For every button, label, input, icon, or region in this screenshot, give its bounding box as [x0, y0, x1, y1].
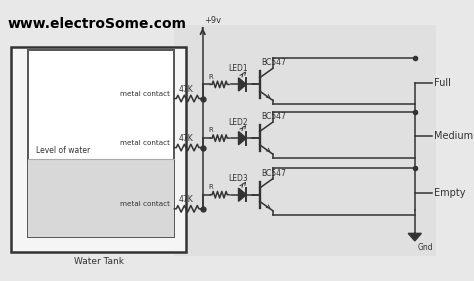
Text: 47K: 47K [178, 134, 193, 143]
Text: BC547: BC547 [262, 112, 286, 121]
Text: Level of water: Level of water [36, 146, 90, 155]
Text: Gnd: Gnd [418, 243, 433, 252]
Text: LED2: LED2 [228, 118, 248, 127]
Text: Empty: Empty [434, 188, 465, 198]
Bar [174, 25, 437, 256]
Text: www.electroSome.com: www.electroSome.com [8, 17, 187, 31]
Text: metal contact: metal contact [120, 91, 170, 97]
Bar [28, 51, 174, 237]
Bar [11, 47, 186, 252]
Text: BC547: BC547 [262, 169, 286, 178]
Polygon shape [238, 78, 246, 91]
Bar [28, 159, 174, 237]
Text: Water Tank: Water Tank [73, 257, 124, 266]
Text: R: R [209, 74, 213, 80]
Polygon shape [238, 132, 246, 145]
Text: Medium: Medium [434, 131, 473, 141]
Text: LED1: LED1 [228, 64, 248, 73]
Text: metal contact: metal contact [120, 140, 170, 146]
Text: 47K: 47K [178, 85, 193, 94]
Text: LED3: LED3 [228, 175, 248, 183]
Text: Full: Full [434, 78, 450, 87]
Polygon shape [408, 233, 421, 241]
Text: 47K: 47K [178, 195, 193, 204]
Text: +9v: +9v [205, 16, 222, 25]
Text: BC547: BC547 [262, 58, 286, 67]
Text: R: R [209, 184, 213, 190]
Text: R: R [209, 127, 213, 133]
Polygon shape [238, 188, 246, 201]
Text: metal contact: metal contact [120, 201, 170, 207]
